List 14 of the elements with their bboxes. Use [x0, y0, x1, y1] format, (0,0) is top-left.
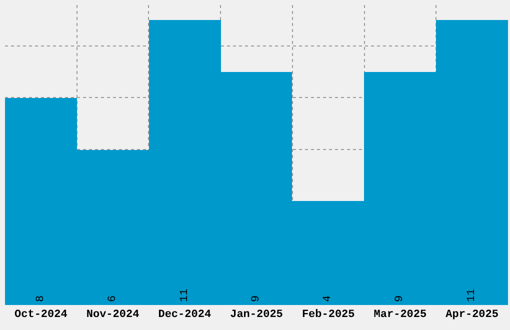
- x-tick-label: Apr-2025: [446, 309, 499, 321]
- x-tick-label: Nov-2024: [86, 309, 140, 321]
- data-label: 11: [466, 288, 478, 302]
- x-tick-label: Dec-2024: [158, 309, 212, 321]
- x-tick-label: Jan-2025: [230, 309, 284, 321]
- data-label: 9: [250, 295, 262, 302]
- data-label: 6: [107, 295, 119, 302]
- data-label: 8: [35, 295, 47, 302]
- data-label: 9: [394, 295, 406, 302]
- x-tick-label: Mar-2025: [374, 309, 428, 321]
- x-tick-label: Feb-2025: [302, 309, 356, 321]
- data-label: 4: [322, 295, 334, 302]
- data-label: 11: [179, 288, 191, 302]
- x-tick-label: Oct-2024: [14, 309, 68, 321]
